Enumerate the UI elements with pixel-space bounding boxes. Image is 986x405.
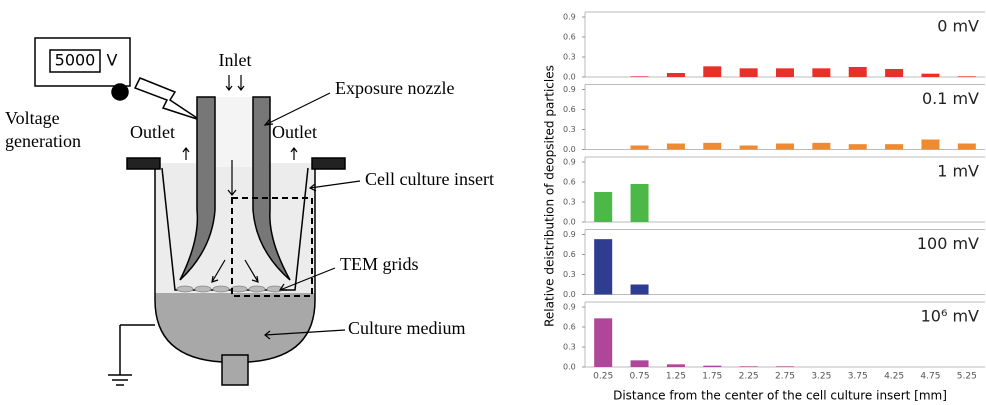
bar [776,68,794,77]
bar [630,184,649,222]
lightning [133,77,201,121]
bar [885,69,904,77]
inlet-label: Inlet [219,50,252,70]
y-tick-label: 0.9 [563,230,576,239]
x-tick-label: 3.25 [811,372,831,382]
x-tick-label: 1.75 [702,372,722,382]
voltage-label: Voltage [5,108,60,128]
y-tick-label: 0.3 [563,53,576,62]
bar [739,366,758,367]
bar [703,142,722,150]
y-tick-label: 0.0 [563,145,576,154]
bar [957,76,976,77]
bar [812,68,831,77]
bar [739,145,758,150]
bar [848,144,867,150]
x-axis-label: Distance from the center of the cell cul… [613,389,947,403]
x-tick-label: 2.25 [739,372,759,382]
bar [630,284,649,295]
bar [630,76,649,77]
stem [221,354,249,386]
x-tick-label: 4.25 [884,372,904,382]
y-axis-label: Relative deistribution of deopsited part… [543,65,557,327]
y-tick-label: 0.6 [563,105,576,114]
x-tick-label: 2.75 [775,372,795,382]
bar [594,239,613,295]
x-tick-label: 0.75 [630,372,650,382]
grids-label: TEM grids [340,254,419,274]
x-tick-label: 1.25 [666,372,686,382]
insert-label: Cell culture insert [365,169,494,189]
diagram-labels: 5000 V Voltage generation Inlet Exposure… [5,50,494,338]
x-tick-label: 0.25 [593,372,613,382]
bar [957,143,976,150]
y-tick-label: 0.9 [563,13,576,22]
bar [594,192,613,222]
y-tick-label: 0.9 [563,303,576,312]
vessel [154,165,316,363]
bar [703,66,722,77]
y-tick-label: 0.0 [563,218,576,227]
panel-title: 0.1 mV [922,89,979,108]
y-tick-label: 0.6 [563,178,576,187]
bar [703,365,722,367]
bar [776,366,794,367]
medium [155,293,315,362]
x-tick-label: 5.25 [957,372,977,382]
y-tick-label: 0.0 [563,290,576,299]
panel-title: 0 mV [937,17,979,36]
y-tick-label: 0.9 [563,158,576,167]
x-tick-label: 3.75 [848,372,868,382]
bar [594,318,613,367]
y-tick-label: 0.0 [563,73,576,82]
bar [666,73,685,77]
y-tick-label: 0.6 [563,33,576,42]
bar [885,144,904,150]
bar [776,143,794,150]
panel-title: 1 mV [937,162,979,181]
nozzle-right [252,96,291,281]
x-tick-label: 4.75 [920,372,940,382]
y-tick-label: 0.3 [563,270,576,279]
bar [666,364,685,367]
insert-space [155,163,315,293]
y-tick-label: 0.3 [563,125,576,134]
outlet-label: Outlet [272,122,317,142]
outlet-label: Outlet [130,122,175,142]
display-unit: V [107,51,118,70]
bar [739,68,758,77]
ground [108,324,155,386]
medium-label: Culture medium [348,318,465,338]
y-tick-label: 0.6 [563,250,576,259]
y-tick-label: 0.0 [563,363,576,372]
y-tick-label: 0.9 [563,85,576,94]
nozzle-label: Exposure nozzle [335,78,454,98]
bar [921,73,940,77]
bar [812,142,831,150]
panel-title: 100 mV [917,234,979,253]
diagram [34,37,361,386]
bar [666,143,685,150]
zoom-box [231,197,313,297]
nozzle-left [179,96,216,281]
y-tick-label: 0.3 [563,198,576,207]
bar [848,67,867,77]
lid [311,157,346,170]
y-tick-label: 0.6 [563,323,576,332]
y-tick-label: 0.3 [563,343,576,352]
lid [126,157,161,170]
voltage-label: generation [5,131,81,151]
bar [630,145,649,150]
arrows [182,75,361,340]
display-value: 5000 [55,51,96,70]
bar [921,139,940,150]
knob [111,83,129,101]
bar [630,360,649,367]
display [49,49,101,73]
panel-title: 10⁶ mV [921,307,979,326]
